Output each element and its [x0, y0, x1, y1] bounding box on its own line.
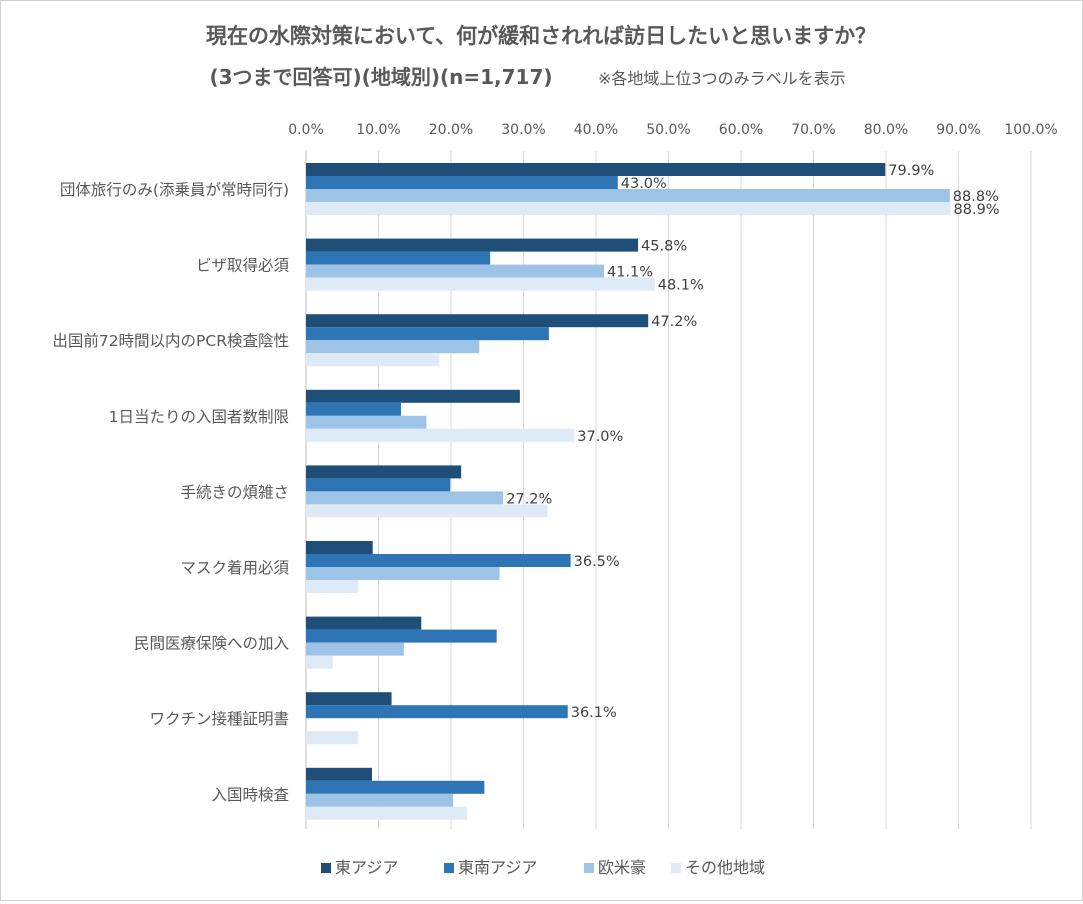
legend-label: 欧米豪 — [598, 858, 646, 877]
bar — [306, 767, 372, 781]
bar — [306, 189, 950, 202]
bar — [306, 277, 655, 291]
bar — [306, 491, 504, 505]
bar — [306, 251, 491, 265]
category-label: マスク着用必須 — [180, 559, 289, 577]
bar — [306, 327, 549, 341]
bar — [306, 238, 639, 252]
x-tick-label: 30.0% — [501, 122, 545, 138]
legend-swatch — [321, 863, 331, 873]
bar — [306, 465, 462, 479]
data-label: 88.9% — [954, 202, 1000, 218]
bar — [306, 580, 359, 593]
bar — [306, 692, 392, 706]
bar — [306, 314, 649, 328]
bar — [306, 202, 951, 215]
category-label: ビザ取得必須 — [196, 257, 290, 275]
bar — [306, 629, 497, 643]
x-tick-label: 50.0% — [646, 122, 690, 138]
legend-item: 欧米豪 — [584, 858, 646, 877]
category-label: 団体旅行のみ(添乗員が常時同行) — [60, 181, 289, 199]
data-label: 48.1% — [658, 278, 704, 294]
x-tick-label: 60.0% — [719, 122, 763, 138]
bar — [306, 340, 480, 354]
x-axis: 0.0% 10.0% 20.0% 30.0% 40.0% 50.0% 60.0% 70.0% 8… — [288, 122, 1057, 138]
data-label: 41.1% — [607, 265, 653, 281]
legend-item: その他地域 — [671, 858, 765, 877]
data-label: 27.2% — [506, 491, 552, 507]
bar — [306, 554, 571, 567]
bar — [306, 541, 373, 554]
bar — [306, 415, 427, 429]
bar — [306, 402, 401, 416]
bar — [306, 478, 451, 492]
chart-note: ※各地域上位3つのみラベルを表示 — [598, 69, 846, 88]
x-tick-label: 70.0% — [791, 122, 835, 138]
x-tick-label: 100.0% — [1004, 122, 1057, 138]
legend-label: その他地域 — [685, 858, 765, 877]
data-label: 43.0% — [621, 176, 667, 192]
data-label: 37.0% — [577, 429, 623, 445]
x-tick-label: 40.0% — [574, 122, 618, 138]
bar — [306, 428, 575, 442]
bar — [306, 264, 604, 278]
bar — [306, 642, 404, 656]
x-tick-label: 90.0% — [936, 122, 980, 138]
x-tick-label: 80.0% — [864, 122, 908, 138]
x-tick-label: 20.0% — [429, 122, 473, 138]
data-label: 45.8% — [641, 239, 687, 255]
category-label: 手続きの煩雑さ — [180, 483, 289, 501]
data-label: 36.1% — [571, 705, 617, 721]
legend-label: 東アジア — [335, 858, 398, 877]
category-label: ワクチン接種証明書 — [149, 710, 289, 728]
x-tick-label: 0.0% — [288, 122, 324, 138]
data-label: 79.9% — [888, 163, 934, 179]
bar — [306, 793, 454, 807]
legend-item: 東南アジア — [444, 858, 537, 877]
category-label: 入国時検査 — [211, 786, 289, 804]
bar — [306, 780, 485, 794]
bar — [306, 705, 568, 719]
bars: 79.9% 43.0% 88.8%88.9% 45.8% 41.1% 48.1% 47.2%… — [306, 163, 1000, 820]
bar — [306, 353, 440, 367]
bar — [306, 806, 467, 820]
data-label: 36.5% — [574, 554, 620, 570]
bar — [306, 567, 500, 580]
bar — [306, 504, 548, 518]
bar — [306, 163, 886, 176]
data-label: 88.8% — [953, 189, 999, 205]
category-label: 出国前72時間以内のPCR検査陰性 — [52, 332, 289, 350]
x-tick-label: 10.0% — [356, 122, 400, 138]
legend: 東アジア 東南アジア 欧米豪 その他地域 — [321, 858, 765, 877]
chart-subtitle: (3つまで回答可)(地域別)(n=1,717) — [209, 65, 552, 89]
bar — [306, 655, 333, 669]
legend-swatch — [444, 863, 454, 873]
legend-item: 東アジア — [321, 858, 398, 877]
legend-swatch — [584, 863, 594, 873]
category-label: 1日当たりの入国者数制限 — [109, 408, 289, 426]
bar — [306, 389, 520, 403]
bar — [306, 176, 618, 189]
bar — [306, 616, 422, 630]
bar — [306, 731, 359, 745]
category-label: 民間医療保険への加入 — [134, 635, 289, 653]
legend-label: 東南アジア — [458, 858, 537, 877]
chart-title: 現在の水際対策において、何が緩和されれば訪日したいと思いますか？ — [206, 24, 876, 48]
legend-swatch — [671, 863, 681, 873]
data-label: 47.2% — [651, 314, 697, 330]
